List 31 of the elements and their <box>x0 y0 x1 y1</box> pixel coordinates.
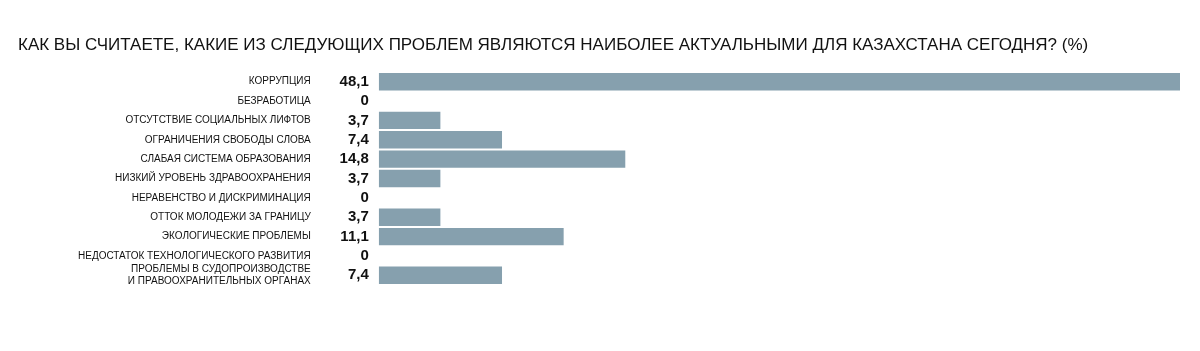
bar <box>378 72 1180 91</box>
y-tick-label: КОРРУПЦИЯ <box>248 75 311 87</box>
data-label: 11,1 <box>340 226 369 244</box>
data-label: 14,8 <box>339 149 369 167</box>
y-tick-label: ПРОБЛЕМЫ В СУДОПРОИЗВОДСТВЕ И ПРАВООХРАНИТЕЛЬНЫХ ОРГАНАХ <box>127 263 312 287</box>
chart-title: КАК ВЫ СЧИТАЕТЕ, КАКИЕ ИЗ СЛЕДУЮЩИХ ПРОБЛЕМ ЯВЛЯЮТСЯ НАИБОЛЕЕ АКТУАЛЬНЫМИ ДЛЯ КАЗАХСТАНА СЕГОДНЯ? (%) <box>18 35 1089 55</box>
y-tick-label: СЛАБАЯ СИСТЕМА ОБРАЗОВАНИЯ <box>140 152 311 164</box>
y-tick-label: ОТТОК МОЛОДЕЖИ ЗА ГРАНИЦУ <box>150 210 312 222</box>
data-label: 0 <box>360 188 369 205</box>
data-label: 0 <box>360 246 369 264</box>
data-label: 3,7 <box>347 207 369 225</box>
bar <box>378 266 503 285</box>
data-label: 3,7 <box>347 110 369 128</box>
bar <box>378 131 503 149</box>
data-label: 3,7 <box>347 168 369 186</box>
y-tick-label: НЕРАВЕНСТВО И ДИСКРИМИНАЦИЯ <box>131 191 311 203</box>
y-tick-label: БЕЗРАБОТИЦА <box>237 94 312 106</box>
data-label: 7,4 <box>347 129 370 147</box>
data-label: 0 <box>360 91 369 109</box>
y-tick-label: ЭКОЛОГИЧЕСКИЕ ПРОБЛЕМЫ <box>161 230 311 242</box>
y-tick-label: ОТСУТСТВИЕ СОЦИАЛЬНЫХ ЛИФТОВ <box>125 114 312 126</box>
bar <box>378 169 441 188</box>
y-tick-label: НИЗКИЙ УРОВЕНЬ ЗДРАВООХРАНЕНИЯ <box>115 171 311 184</box>
y-tick-label: ОГРАНИЧЕНИЯ СВОБОДЫ СЛОВА <box>144 133 312 145</box>
bar <box>378 208 441 226</box>
bar <box>378 111 441 130</box>
y-tick-label: НЕДОСТАТОК ТЕХНОЛОГИЧЕСКОГО РАЗВИТИЯ <box>78 249 311 261</box>
data-label: 48,1 <box>339 71 369 89</box>
data-label: 7,4 <box>347 265 370 283</box>
bar <box>378 150 626 168</box>
bar <box>378 227 564 246</box>
